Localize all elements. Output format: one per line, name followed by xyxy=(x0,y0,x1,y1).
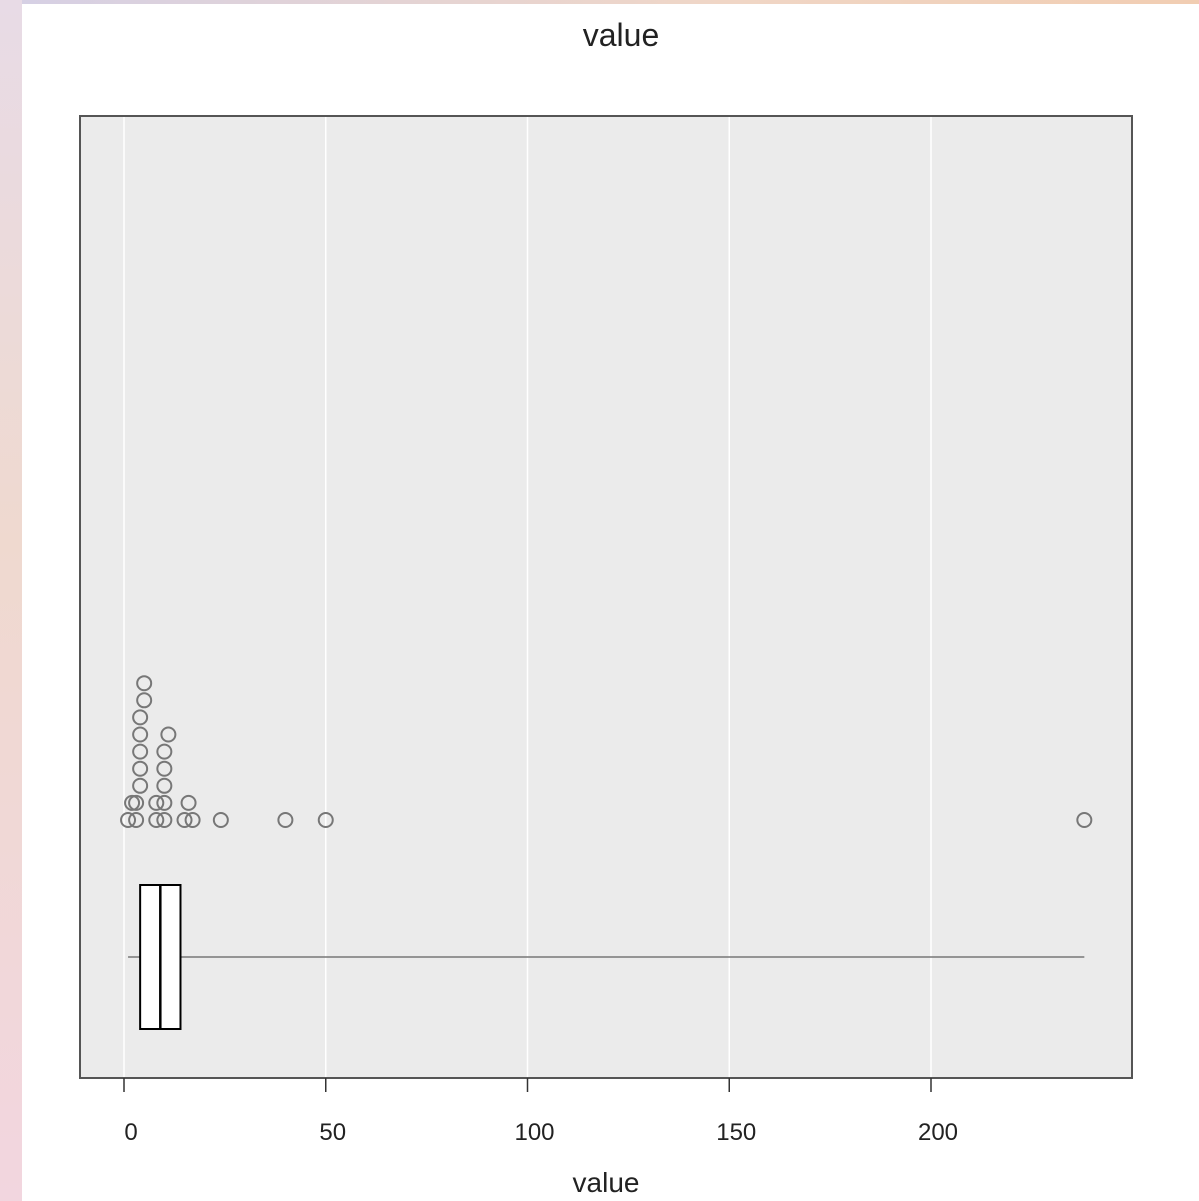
x-tick-label: 0 xyxy=(124,1119,137,1146)
data-point xyxy=(156,743,173,760)
data-point xyxy=(148,812,165,828)
data-point xyxy=(148,794,165,811)
data-point xyxy=(156,777,173,794)
data-point xyxy=(1076,812,1093,828)
data-point xyxy=(132,760,149,777)
x-axis-label: value xyxy=(573,1167,640,1198)
plot-panel xyxy=(80,116,1132,1078)
data-points xyxy=(120,675,1093,828)
data-point xyxy=(136,692,153,709)
boxplot xyxy=(128,884,1085,1030)
data-point xyxy=(160,726,177,743)
data-point xyxy=(124,794,141,811)
data-point xyxy=(132,743,149,760)
plot-border xyxy=(79,115,1133,1079)
x-tick-label: 50 xyxy=(319,1119,346,1146)
data-point xyxy=(184,812,201,828)
data-point xyxy=(180,794,197,811)
data-point xyxy=(128,794,145,811)
data-point xyxy=(132,726,149,743)
data-point xyxy=(132,709,149,726)
data-point xyxy=(156,794,173,811)
data-point xyxy=(120,812,137,828)
data-point xyxy=(128,812,145,828)
x-tick-label: 100 xyxy=(514,1119,554,1146)
data-point xyxy=(136,675,153,692)
data-point xyxy=(156,812,173,828)
data-point xyxy=(132,777,149,794)
x-tick-label: 200 xyxy=(918,1119,958,1146)
data-point xyxy=(212,812,229,828)
data-point xyxy=(317,812,334,828)
top-gradient-strip xyxy=(22,0,1199,4)
x-axis: 0 50 100 150 200 xyxy=(123,1078,958,1146)
x-tick-label: 150 xyxy=(716,1119,756,1146)
data-point xyxy=(176,812,193,828)
data-point xyxy=(156,760,173,777)
data-point xyxy=(277,812,294,828)
grid-lines xyxy=(123,116,932,1078)
chart-title: value xyxy=(583,17,660,53)
